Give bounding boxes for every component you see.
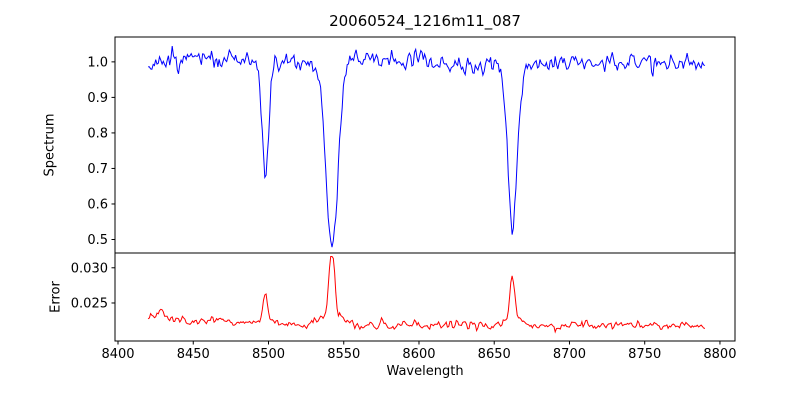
x-tick-label: 8500: [252, 347, 285, 362]
x-tick-label: 8700: [553, 347, 586, 362]
error-line: [147, 256, 706, 334]
x-tick-label: 8800: [703, 347, 736, 362]
y-tick-label: 0.5: [87, 233, 108, 248]
x-tick-label: 8650: [478, 347, 511, 362]
x-axis-label: Wavelength: [386, 364, 464, 379]
x-tick-label: 8550: [327, 347, 360, 362]
y-tick-label: 1.0: [87, 55, 108, 70]
axes-spine: [114, 36, 736, 254]
x-tick-label: 8750: [628, 347, 661, 362]
x-tick-label: 8400: [101, 347, 134, 362]
y-tick-label: 0.030: [71, 261, 108, 276]
y-tick-label: 0.9: [87, 91, 108, 106]
x-tick-label: 8450: [177, 347, 210, 362]
y-tick-label: 0.025: [71, 297, 108, 312]
y-tick-label: 0.6: [87, 198, 108, 213]
y-tick-label: 0.7: [87, 162, 108, 177]
spectrum-line: [148, 46, 706, 248]
axes-spine: [114, 252, 736, 342]
y-tick-label: 0.8: [87, 126, 108, 141]
chart-title: 20060524_1216m11_087: [329, 12, 521, 30]
x-tick-label: 8600: [402, 347, 435, 362]
